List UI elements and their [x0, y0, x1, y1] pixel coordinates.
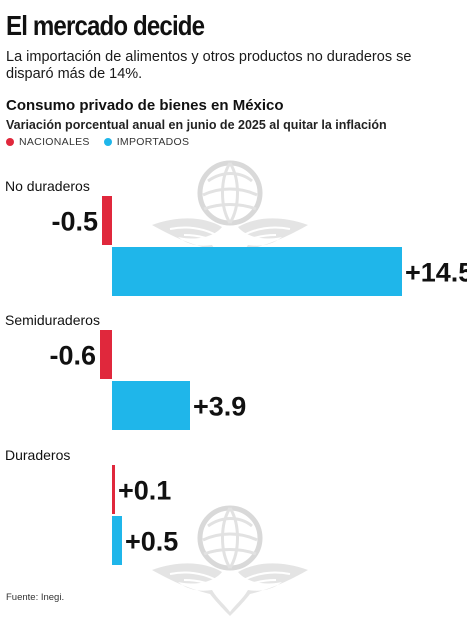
eagle-watermark-icon: [152, 508, 308, 616]
legend-label-nacionales: NACIONALES: [19, 136, 90, 148]
legend-swatch-importados: [103, 138, 112, 146]
legend-label-importados: IMPORTADOS: [116, 136, 190, 148]
value-label: +0.5: [125, 527, 178, 557]
legend: NACIONALES IMPORTADOS: [6, 136, 197, 148]
value-label: +14.5: [405, 258, 467, 288]
value-label: +3.9: [193, 392, 246, 422]
headline: El mercado decide: [6, 10, 205, 41]
chart-title: Consumo privado de bienes en México: [6, 97, 284, 114]
bar-importados-1: [112, 381, 190, 430]
legend-item-nacionales: NACIONALES: [6, 136, 90, 148]
value-label: +0.1: [118, 476, 171, 506]
category-label: Semiduraderos: [5, 312, 100, 328]
legend-swatch-nacionales: [6, 138, 14, 146]
category-label: Duraderos: [5, 447, 70, 463]
bar-importados-0: [112, 247, 402, 296]
source-note: Fuente: Inegi.: [6, 592, 65, 603]
value-label: -0.6: [49, 341, 96, 371]
bar-nacionales-2: [112, 465, 115, 514]
legend-item-importados: IMPORTADOS: [103, 136, 190, 148]
value-label: -0.5: [51, 207, 98, 237]
chart-subtitle: Variación porcentual anual en junio de 2…: [6, 118, 387, 132]
dek: La importación de alimentos y otros prod…: [6, 49, 412, 82]
bar-nacionales-1: [100, 330, 112, 379]
bar-nacionales-0: [102, 196, 112, 245]
bar-importados-2: [112, 516, 122, 565]
category-label: No duraderos: [5, 178, 90, 194]
